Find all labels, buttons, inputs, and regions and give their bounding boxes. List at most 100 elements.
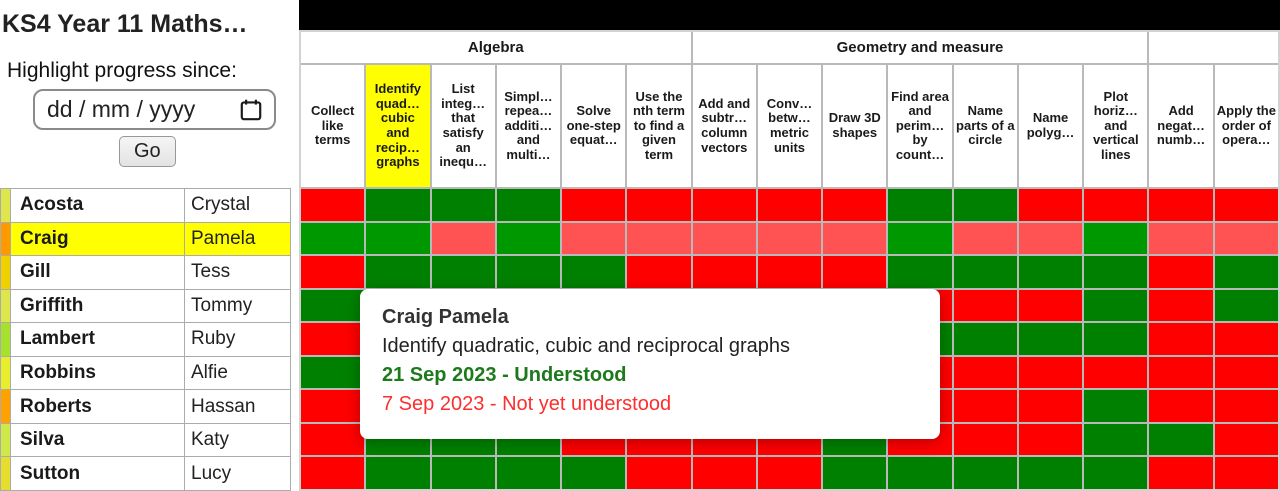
topic-header[interactable]: Identify quad… cubic and recip… graphs bbox=[366, 65, 430, 187]
grid-cell-r5c11[interactable] bbox=[953, 323, 1017, 355]
grid-cell-r1c12[interactable] bbox=[1018, 189, 1083, 221]
topic-header[interactable]: Add and subtr… column vectors bbox=[692, 65, 756, 187]
grid-cell-r9c1[interactable] bbox=[301, 457, 365, 489]
grid-cell-r7c13[interactable] bbox=[1084, 390, 1148, 422]
grid-cell-r2c5[interactable] bbox=[562, 222, 626, 255]
grid-cell-r1c14[interactable] bbox=[1149, 189, 1213, 221]
grid-cell-r3c7[interactable] bbox=[692, 256, 756, 288]
grid-cell-r1c6[interactable] bbox=[627, 189, 691, 221]
grid-cell-r3c4[interactable] bbox=[496, 256, 561, 288]
topic-header[interactable]: List integ… that satisfy an inequ… bbox=[431, 65, 495, 187]
grid-cell-r1c11[interactable] bbox=[953, 189, 1017, 221]
grid-cell-r6c12[interactable] bbox=[1018, 356, 1083, 389]
grid-cell-r3c1[interactable] bbox=[301, 256, 365, 288]
grid-cell-r2c7[interactable] bbox=[692, 222, 756, 255]
student-surname[interactable]: Silva bbox=[11, 423, 184, 457]
grid-cell-r6c15[interactable] bbox=[1214, 356, 1278, 389]
grid-cell-r7c12[interactable] bbox=[1018, 390, 1083, 422]
grid-cell-r3c11[interactable] bbox=[953, 256, 1017, 288]
grid-cell-r2c15[interactable] bbox=[1214, 222, 1278, 255]
grid-cell-r9c7[interactable] bbox=[692, 457, 756, 489]
grid-cell-r5c14[interactable] bbox=[1149, 323, 1213, 355]
topic-header[interactable]: Draw 3D shapes bbox=[823, 65, 887, 187]
date-input[interactable]: dd / mm / yyyy bbox=[33, 89, 276, 130]
grid-cell-r5c12[interactable] bbox=[1018, 323, 1083, 355]
grid-cell-r1c15[interactable] bbox=[1214, 189, 1278, 221]
topic-header[interactable]: Plot horiz… and vertical lines bbox=[1084, 65, 1148, 187]
topic-header[interactable]: Use the nth term to find a given term bbox=[627, 65, 691, 187]
grid-cell-r2c13[interactable] bbox=[1084, 222, 1148, 255]
student-surname[interactable]: Acosta bbox=[11, 189, 184, 222]
grid-cell-r6c14[interactable] bbox=[1149, 356, 1213, 389]
grid-cell-r1c2[interactable] bbox=[366, 189, 430, 221]
grid-cell-r5c15[interactable] bbox=[1214, 323, 1278, 355]
grid-cell-r3c8[interactable] bbox=[757, 256, 822, 288]
student-surname[interactable]: Gill bbox=[11, 256, 184, 289]
grid-cell-r1c7[interactable] bbox=[692, 189, 756, 221]
grid-cell-r1c4[interactable] bbox=[496, 189, 561, 221]
grid-cell-r6c11[interactable] bbox=[953, 356, 1017, 389]
grid-cell-r9c2[interactable] bbox=[366, 457, 430, 489]
topic-header[interactable]: Simpl… repea… additi… and multi… bbox=[496, 65, 561, 187]
grid-cell-r3c10[interactable] bbox=[888, 256, 952, 288]
grid-cell-r3c14[interactable] bbox=[1149, 256, 1213, 288]
student-surname[interactable]: Roberts bbox=[11, 390, 184, 423]
topic-header[interactable]: Conv… betw… metric units bbox=[757, 65, 822, 187]
grid-cell-r9c13[interactable] bbox=[1084, 457, 1148, 489]
grid-cell-r8c15[interactable] bbox=[1214, 423, 1278, 456]
grid-cell-r1c13[interactable] bbox=[1084, 189, 1148, 221]
grid-cell-r8c13[interactable] bbox=[1084, 423, 1148, 456]
grid-cell-r2c6[interactable] bbox=[627, 222, 691, 255]
grid-cell-r2c9[interactable] bbox=[823, 222, 887, 255]
grid-cell-r9c3[interactable] bbox=[431, 457, 495, 489]
grid-cell-r3c9[interactable] bbox=[823, 256, 887, 288]
grid-cell-r7c14[interactable] bbox=[1149, 390, 1213, 422]
student-firstname[interactable]: Ruby bbox=[185, 323, 290, 356]
go-button[interactable]: Go bbox=[119, 136, 176, 167]
grid-cell-r4c14[interactable] bbox=[1149, 289, 1213, 322]
grid-cell-r3c13[interactable] bbox=[1084, 256, 1148, 288]
grid-cell-r1c3[interactable] bbox=[431, 189, 495, 221]
topic-header[interactable]: Name polyg… bbox=[1018, 65, 1083, 187]
grid-cell-r8c12[interactable] bbox=[1018, 423, 1083, 456]
student-firstname[interactable]: Crystal bbox=[185, 189, 290, 222]
grid-cell-r3c3[interactable] bbox=[431, 256, 495, 288]
student-surname[interactable]: Griffith bbox=[11, 289, 184, 323]
student-firstname[interactable]: Lucy bbox=[185, 457, 290, 490]
topic-header[interactable]: Find area and perim… by count… bbox=[888, 65, 952, 187]
grid-cell-r9c8[interactable] bbox=[757, 457, 822, 489]
student-firstname[interactable]: Katy bbox=[185, 423, 290, 457]
grid-cell-r8c1[interactable] bbox=[301, 423, 365, 456]
grid-cell-r8c11[interactable] bbox=[953, 423, 1017, 456]
student-surname[interactable]: Robbins bbox=[11, 356, 184, 390]
grid-cell-r1c8[interactable] bbox=[757, 189, 822, 221]
grid-cell-r2c14[interactable] bbox=[1149, 222, 1213, 255]
student-firstname[interactable]: Hassan bbox=[185, 390, 290, 423]
grid-cell-r9c15[interactable] bbox=[1214, 457, 1278, 489]
grid-cell-r7c1[interactable] bbox=[301, 390, 365, 422]
topic-header[interactable]: Apply the order of opera… bbox=[1214, 65, 1278, 187]
grid-cell-r9c12[interactable] bbox=[1018, 457, 1083, 489]
grid-cell-r2c8[interactable] bbox=[757, 222, 822, 255]
grid-cell-r6c1[interactable] bbox=[301, 356, 365, 389]
student-firstname[interactable]: Tess bbox=[185, 256, 290, 289]
student-firstname[interactable]: Pamela bbox=[185, 222, 290, 256]
topic-header[interactable]: Name parts of a circle bbox=[953, 65, 1017, 187]
grid-cell-r6c13[interactable] bbox=[1084, 356, 1148, 389]
grid-cell-r1c5[interactable] bbox=[562, 189, 626, 221]
student-firstname[interactable]: Alfie bbox=[185, 356, 290, 390]
grid-cell-r2c2[interactable] bbox=[366, 222, 430, 255]
grid-cell-r9c6[interactable] bbox=[627, 457, 691, 489]
grid-cell-r2c10[interactable] bbox=[888, 222, 952, 255]
grid-cell-r3c12[interactable] bbox=[1018, 256, 1083, 288]
grid-cell-r4c12[interactable] bbox=[1018, 289, 1083, 322]
topic-header[interactable]: Add negat… numb… bbox=[1149, 65, 1213, 187]
grid-cell-r5c13[interactable] bbox=[1084, 323, 1148, 355]
grid-cell-r1c10[interactable] bbox=[888, 189, 952, 221]
grid-cell-r4c15[interactable] bbox=[1214, 289, 1278, 322]
grid-cell-r9c10[interactable] bbox=[888, 457, 952, 489]
topic-header[interactable]: Solve one-step equat… bbox=[562, 65, 626, 187]
grid-cell-r7c11[interactable] bbox=[953, 390, 1017, 422]
grid-cell-r2c11[interactable] bbox=[953, 222, 1017, 255]
grid-cell-r9c5[interactable] bbox=[562, 457, 626, 489]
